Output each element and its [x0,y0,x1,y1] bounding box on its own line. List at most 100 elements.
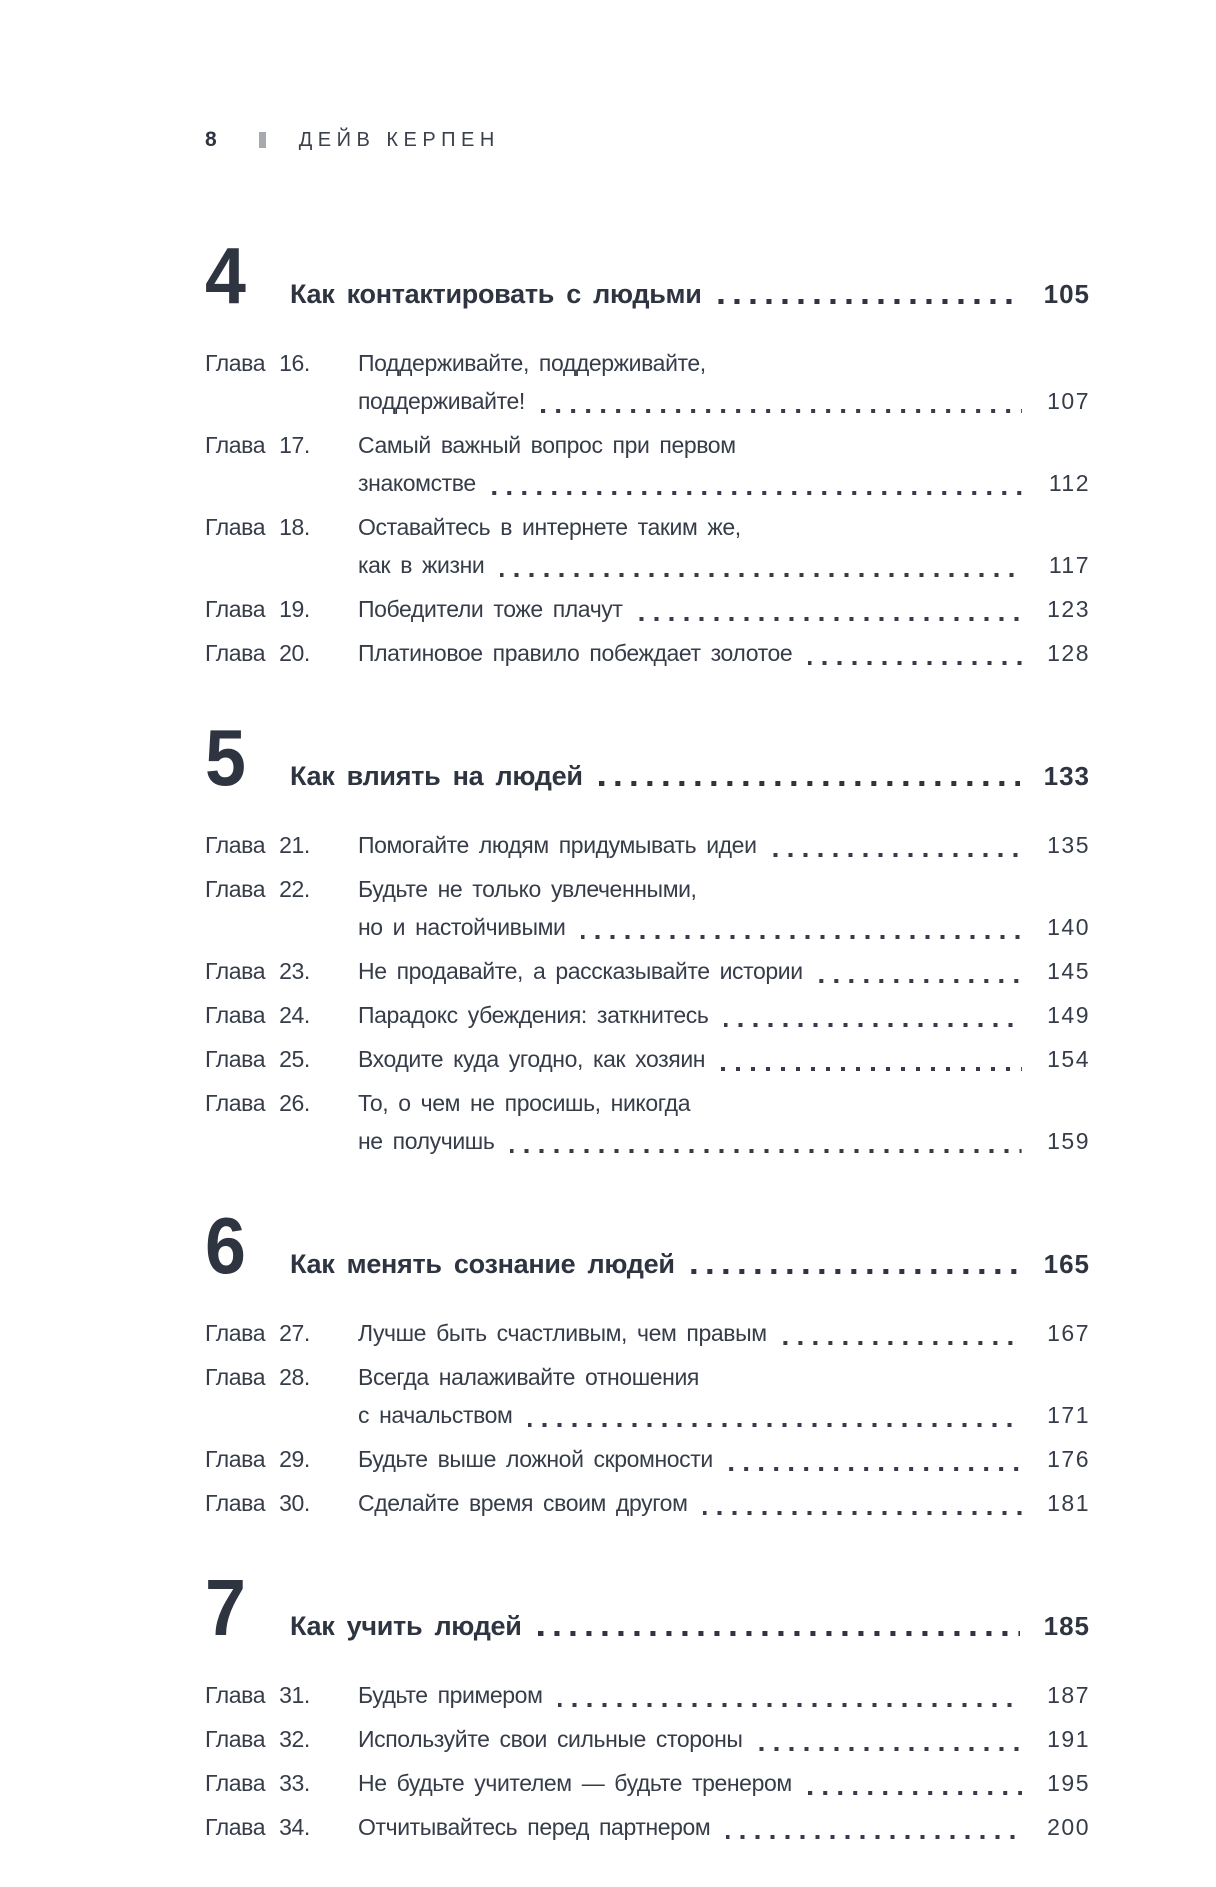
chapter-title-text: с начальством [358,1402,513,1428]
chapter-line: Не продавайте, а рассказывайте истории 14… [358,952,1090,990]
chapter-page-number: 107 [1047,388,1090,414]
chapter-label: Глава 26. [205,1090,310,1116]
chapter-title-text: Будьте примером [358,1682,543,1708]
chapter-page-number: 200 [1047,1814,1090,1840]
toc-entry: Глава 32. Используйте свои сильные сторо… [205,1720,1090,1758]
chapter-title-text: Не будьте учителем — будьте тренером [358,1770,792,1796]
table-of-contents: 4 Как контактировать с людьми 105 Глава … [205,231,1090,1846]
toc-section: 7 Как учить людей 185 Глава 31. Будьте п… [205,1568,1090,1846]
chapter-page-number: 149 [1047,1002,1090,1028]
chapter-page-number: 187 [1047,1682,1090,1708]
header-divider-bar [258,132,266,148]
chapter-label: Глава 22. [205,876,310,902]
chapter-lines: Не будьте учителем — будьте тренером 195 [358,1764,1090,1802]
chapter-label: Глава 27. [205,1320,310,1346]
chapter-label: Глава 17. [205,432,310,458]
dot-leader [818,979,1022,983]
chapter-label: Глава 23. [205,958,310,984]
chapter-line: Будьте выше ложной скромности 176 [358,1440,1090,1478]
chapter-label: Глава 21. [205,832,310,858]
chapter-page-number: 171 [1047,1402,1090,1428]
chapter-title-text: Помогайте людям придумывать идеи [358,832,757,858]
chapter-title-text: не получишь [358,1128,495,1154]
chapter-line: Будьте примером 187 [358,1676,1090,1714]
chapter-title-text: Платиновое правило побеждает золотое [358,640,793,666]
toc-entry: Глава 33. Не будьте учителем — будьте тр… [205,1764,1090,1802]
chapter-line: не получишь 159 [358,1122,1090,1160]
chapter-lines: Парадокс убеждения: заткнитесь 149 [358,996,1090,1034]
chapter-label: Глава 30. [205,1490,310,1516]
chapter-lines: Сделайте время своим другом 181 [358,1484,1090,1522]
chapter-page-number: 167 [1047,1320,1090,1346]
chapter-page-number: 112 [1048,470,1090,496]
toc-entry: Глава 21. Помогайте людям придумывать ид… [205,826,1090,864]
section-page-number: 185 [1043,1611,1090,1641]
chapter-line: Парадокс убеждения: заткнитесь 149 [358,996,1090,1034]
chapter-line: Помогайте людям придумывать идеи 135 [358,826,1090,864]
dot-leader [558,1703,1022,1707]
chapter-list: Глава 16. Поддерживайте, поддерживайте, п… [205,344,1090,672]
chapter-line: Поддерживайте, поддерживайте, [358,344,1090,382]
chapter-line: поддерживайте! 107 [358,382,1090,420]
chapter-line: То, о чем не просишь, никогда [358,1084,1090,1122]
chapter-title-text: Самый важный вопрос при первом [358,432,736,458]
chapter-page-number: 140 [1047,914,1090,940]
dot-leader [726,1835,1022,1839]
chapter-lines: Победители тоже плачут 123 [358,590,1090,628]
chapter-title-text: Не продавайте, а рассказывайте истории [358,958,803,984]
chapter-title-text: Победители тоже плачут [358,596,623,622]
chapter-lines: Платиновое правило побеждает золотое 128 [358,634,1090,672]
chapter-title-text: но и настойчивыми [358,914,566,940]
chapter-label: Глава 18. [205,514,310,540]
toc-section: 4 Как контактировать с людьми 105 Глава … [205,231,1090,672]
chapter-lines: Будьте выше ложной скромности 176 [358,1440,1090,1478]
chapter-lines: Лучше быть счастливым, чем правым 167 [358,1314,1090,1352]
section-title-row: Как менять сознание людей 165 [290,1248,1090,1280]
section-number: 4 [205,231,246,320]
chapter-lines: Помогайте людям придумывать идеи 135 [358,826,1090,864]
chapter-title-text: как в жизни [358,552,485,578]
chapter-list: Глава 31. Будьте примером 187 Глава 32. И… [205,1676,1090,1846]
dot-leader [724,1023,1022,1027]
toc-entry: Глава 24. Парадокс убеждения: заткнитесь… [205,996,1090,1034]
dot-leader [537,1631,1020,1636]
section-heading: 6 Как менять сознание людей 165 [205,1206,1090,1286]
dot-leader [782,1341,1022,1345]
dot-leader [717,299,1020,304]
chapter-line: Будьте не только увлеченными, [358,870,1090,908]
toc-entry: Глава 25. Входите куда угодно, как хозяи… [205,1040,1090,1078]
chapter-lines: Не продавайте, а рассказывайте истории 14… [358,952,1090,990]
chapter-label: Глава 20. [205,640,310,666]
chapter-lines: Используйте свои сильные стороны 191 [358,1720,1090,1758]
toc-entry: Глава 17. Самый важный вопрос при первом… [205,426,1090,502]
chapter-line: Самый важный вопрос при первом [358,426,1090,464]
chapter-lines: Оставайтесь в интернете таким же, как в ж… [358,508,1090,584]
section-page-number: 105 [1043,279,1090,309]
chapter-title-text: Будьте выше ложной скромности [358,1446,713,1472]
chapter-title-text: Отчитывайтесь перед партнером [358,1814,711,1840]
toc-entry: Глава 34. Отчитывайтесь перед партнером 2… [205,1808,1090,1846]
dot-leader [581,935,1022,939]
section-heading: 7 Как учить людей 185 [205,1568,1090,1648]
chapter-title-text: Оставайтесь в интернете таким же, [358,514,741,540]
chapter-line: Лучше быть счастливым, чем правым 167 [358,1314,1090,1352]
toc-section: 5 Как влиять на людей 133 Глава 21. Помо… [205,718,1090,1160]
chapter-lines: То, о чем не просишь, никогда не получишь… [358,1084,1090,1160]
chapter-title-text: Будьте не только увлеченными, [358,876,697,902]
chapter-page-number: 145 [1047,958,1090,984]
dot-leader [808,661,1022,665]
chapter-label: Глава 32. [205,1726,310,1752]
chapter-line: как в жизни 117 [358,546,1090,584]
chapter-title-text: знакомстве [358,470,476,496]
chapter-lines: Отчитывайтесь перед партнером 200 [358,1808,1090,1846]
chapter-line: Победители тоже плачут 123 [358,590,1090,628]
chapter-title-text: Всегда налаживайте отношения [358,1364,699,1390]
chapter-page-number: 135 [1047,832,1090,858]
chapter-line: Платиновое правило побеждает золотое 128 [358,634,1090,672]
chapter-line: Сделайте время своим другом 181 [358,1484,1090,1522]
chapter-line: Не будьте учителем — будьте тренером 195 [358,1764,1090,1802]
section-title: Как менять сознание людей [290,1249,675,1279]
chapter-line: Входите куда угодно, как хозяин 154 [358,1040,1090,1078]
section-title-row: Как учить людей 185 [290,1610,1090,1642]
